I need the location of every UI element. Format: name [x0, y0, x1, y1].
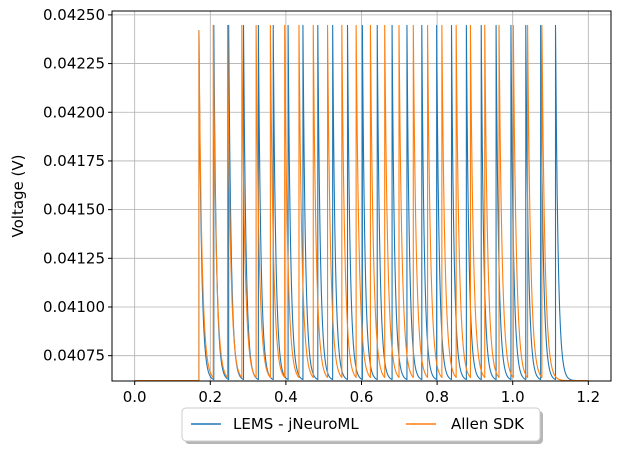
x-tick-label: 1.0 [501, 388, 525, 406]
x-axis: 0.0 0.2 0.4 0.6 0.8 1.0 1.2 [123, 381, 600, 406]
y-axis: 0.04075 0.04100 0.04125 0.04150 0.04175 0.042… [43, 6, 112, 365]
y-axis-label: Voltage (V) [9, 155, 27, 238]
y-tick-label: 0.04125 [43, 249, 105, 267]
legend-box [181, 407, 541, 442]
legend-label-lems-jneuroml: LEMS - jNeuroML [233, 415, 359, 433]
x-tick-label: 0.4 [274, 388, 298, 406]
x-tick-label: 0.0 [123, 388, 147, 406]
y-tick-label: 0.04175 [43, 152, 105, 170]
y-tick-label: 0.04225 [43, 55, 105, 73]
legend: LEMS - jNeuroML Allen SDK [181, 407, 543, 444]
x-tick-label: 1.2 [576, 388, 600, 406]
x-tick-label: 0.6 [350, 388, 374, 406]
y-tick-label: 0.04150 [43, 201, 105, 219]
y-tick-label: 0.04200 [43, 103, 105, 121]
y-tick-label: 0.04250 [43, 6, 105, 24]
x-tick-label: 0.8 [425, 388, 449, 406]
legend-label-allen-sdk: Allen SDK [451, 415, 525, 433]
y-tick-label: 0.04075 [43, 347, 105, 365]
series-line-allen-sdk [134, 24, 589, 381]
y-tick-label: 0.04100 [43, 298, 105, 316]
series-lines [134, 24, 589, 381]
x-tick-label: 0.2 [198, 388, 222, 406]
